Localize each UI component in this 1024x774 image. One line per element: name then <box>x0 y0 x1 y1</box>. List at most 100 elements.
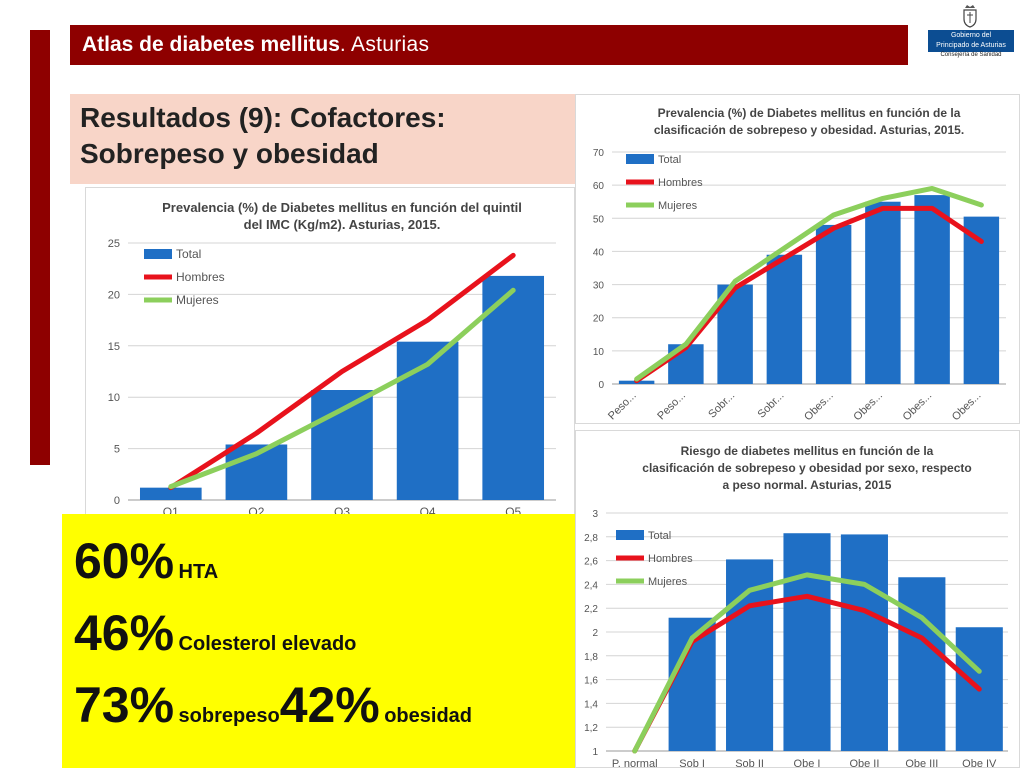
chart-title-line: Prevalencia (%) de Diabetes mellitus en … <box>658 106 961 120</box>
slide-title-line2: Sobrepeso y obesidad <box>80 138 379 169</box>
stat-hta-label: HTA <box>178 561 219 583</box>
stat-colesterol-value: 46% <box>74 605 175 661</box>
stat-sobrepeso-value: 73% <box>74 677 175 733</box>
stat-row-peso: 73% sobrepeso42% obesidad <box>74 676 472 734</box>
crown-shield-icon <box>963 5 977 28</box>
y-tick-label: 1,6 <box>584 676 598 687</box>
y-tick-label: 20 <box>593 314 605 325</box>
x-tick-label: Sobr... <box>756 390 787 421</box>
bar-total <box>815 224 852 384</box>
y-tick-label: 10 <box>108 392 120 404</box>
bar-total <box>766 254 803 384</box>
bar-total <box>963 216 1000 384</box>
y-tick-label: 2,6 <box>584 557 598 568</box>
bar-total <box>311 390 373 500</box>
x-tick-label: Peso... <box>606 390 639 423</box>
legend-label: Mujeres <box>658 200 698 212</box>
x-tick-label: Obes... <box>851 390 885 424</box>
stat-row-colesterol: 46% Colesterol elevado <box>74 604 356 662</box>
chart-imc-quintile-svg: Prevalencia (%) de Diabetes mellitus en … <box>108 200 556 519</box>
series-line-mujeres <box>632 572 982 754</box>
y-tick-label: 2 <box>592 628 598 639</box>
slide-title-line1: Resultados (9): Cofactores: <box>80 102 446 133</box>
bar-total <box>865 201 901 384</box>
bar-total <box>482 275 545 500</box>
legend-swatch-total <box>144 249 172 259</box>
legend-label: Mujeres <box>648 576 688 588</box>
chart-obesity-prevalence: Prevalencia (%) de Diabetes mellitus en … <box>575 94 1020 424</box>
x-tick-label: Obes... <box>950 390 984 424</box>
bar-total <box>139 487 202 500</box>
x-tick-label: P. normal <box>612 758 658 769</box>
y-tick-label: 2,8 <box>584 533 598 544</box>
chart-obesity-prevalence-svg: Prevalencia (%) de Diabetes mellitus en … <box>593 106 1006 424</box>
chart-title-line: clasificación de sobrepeso y obesidad po… <box>642 461 971 475</box>
stat-obesidad-label: obesidad <box>384 705 473 727</box>
y-tick-label: 1,2 <box>584 723 598 734</box>
stat-obesidad-value: 42% <box>279 677 380 733</box>
y-tick-label: 5 <box>114 444 120 456</box>
series-line-hombres <box>168 252 516 491</box>
legend-label: Hombres <box>648 553 693 565</box>
stat-row-hta: 60% HTA <box>74 532 218 590</box>
legend-label: Hombres <box>176 270 225 284</box>
x-tick-label: Obes... <box>802 390 836 424</box>
legend-label: Total <box>648 530 671 542</box>
y-tick-label: 20 <box>108 289 120 301</box>
left-accent-bar <box>30 30 50 465</box>
y-tick-label: 2,2 <box>584 604 598 615</box>
bar-total <box>783 533 831 751</box>
logo-line2: Principado de Asturias <box>936 42 1006 49</box>
x-tick-label: Obe III <box>905 758 938 769</box>
header-title-bold: Atlas de diabetes mellitus <box>82 33 340 56</box>
y-tick-label: 15 <box>108 341 120 353</box>
chart-imc-quintile: Prevalencia (%) de Diabetes mellitus en … <box>85 187 575 519</box>
x-tick-label: Obe IV <box>962 758 997 769</box>
y-tick-label: 2,4 <box>584 580 598 591</box>
government-logo: Gobierno del Principado de Asturias Cons… <box>924 0 1018 64</box>
y-tick-label: 3 <box>592 509 598 520</box>
legend-label: Total <box>176 247 201 261</box>
y-tick-label: 0 <box>598 380 604 391</box>
chart-title-line: Riesgo de diabetes mellitus en función d… <box>681 444 934 458</box>
chart-title-line: del IMC (Kg/m2). Asturias, 2015. <box>244 217 441 232</box>
x-tick-label: Sob I <box>679 758 705 769</box>
legend-label: Mujeres <box>176 293 219 307</box>
logo-line3: Consejería de Sanidad <box>940 52 1002 58</box>
legend-label: Total <box>658 154 681 166</box>
y-tick-label: 25 <box>108 238 120 250</box>
legend-swatch-total <box>616 530 644 540</box>
y-tick-label: 40 <box>593 247 605 258</box>
y-tick-label: 70 <box>593 148 605 159</box>
series-line-mujeres <box>634 185 984 382</box>
y-tick-label: 0 <box>114 495 120 507</box>
stat-colesterol-label: Colesterol elevado <box>178 633 357 655</box>
y-tick-label: 1,4 <box>584 699 598 710</box>
x-tick-label: Peso... <box>655 390 688 423</box>
chart-title-line: a peso normal. Asturias, 2015 <box>723 478 892 492</box>
logo-nameplate: Gobierno del Principado de Asturias <box>928 30 1014 52</box>
bar-total <box>898 577 946 751</box>
chart-title-line: Prevalencia (%) de Diabetes mellitus en … <box>162 200 522 215</box>
y-tick-label: 10 <box>593 347 605 358</box>
stats-highlight-box: 60% HTA 46% Colesterol elevado 73% sobre… <box>62 514 575 768</box>
chart-obesity-risk: Riesgo de diabetes mellitus en función d… <box>575 430 1020 770</box>
stat-hta-value: 60% <box>74 533 175 589</box>
y-tick-label: 1,8 <box>584 652 598 663</box>
y-tick-label: 60 <box>593 181 605 192</box>
chart-obesity-risk-svg: Riesgo de diabetes mellitus en función d… <box>584 444 1008 770</box>
x-tick-label: Obes... <box>901 390 935 424</box>
x-tick-label: Obe II <box>849 758 879 769</box>
header-title-rest: . Asturias <box>339 33 430 56</box>
logo-line1: Gobierno del <box>950 32 992 39</box>
legend-swatch-total <box>626 154 654 164</box>
slide-title: Resultados (9): Cofactores: Sobrepeso y … <box>70 94 575 184</box>
bar-total <box>396 341 459 500</box>
x-tick-label: Sob II <box>735 758 764 769</box>
chart-title-line: clasificación de sobrepeso y obesidad. A… <box>654 123 964 137</box>
legend-label: Hombres <box>658 177 703 189</box>
header-banner: Atlas de diabetes mellitus. Asturias <box>70 25 908 65</box>
y-tick-label: 1 <box>592 747 598 758</box>
y-tick-label: 50 <box>593 214 605 225</box>
series-line-mujeres <box>168 287 516 490</box>
